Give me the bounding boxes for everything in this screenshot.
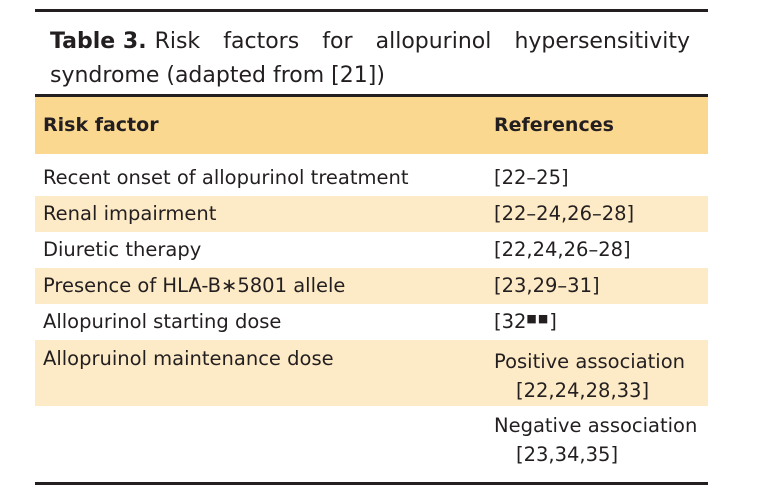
association-refs: [22,24,28,33]	[516, 379, 650, 402]
risk-factor-cell: Presence of HLA-B∗5801 allele	[43, 274, 346, 297]
references-cell: [32■■]	[494, 310, 557, 333]
table-label: Table 3.	[50, 29, 147, 54]
table-caption: Table 3. Risk factors for allopurinol hy…	[50, 25, 690, 93]
table-row: Recent onset of allopurinol treatment [2…	[35, 160, 708, 196]
caption-text-1: Risk factors for allopurinol hypersensit…	[154, 29, 690, 54]
table-header-row: Risk factor References	[35, 97, 708, 154]
table-row: Allopruinol maintenance dose Positive as…	[35, 340, 708, 406]
table-bottom-rule	[35, 482, 708, 485]
references-cell: Negative association [23,34,35]	[494, 411, 697, 469]
table-row: Renal impairment [22–24,26–28]	[35, 196, 708, 232]
references-cell: Positive association [22,24,28,33]	[494, 347, 685, 405]
table-top-rule	[35, 9, 708, 12]
table-row: Allopurinol starting dose [32■■]	[35, 304, 708, 340]
table-row: Diuretic therapy [22,24,26–28]	[35, 232, 708, 268]
table-row: Presence of HLA-B∗5801 allele [23,29–31]	[35, 268, 708, 304]
redacted-marks-icon: ■■	[526, 312, 550, 325]
references-close: ]	[549, 310, 557, 333]
table-row: Negative association [23,34,35]	[35, 406, 708, 476]
references-text: [32	[494, 310, 527, 333]
association-label: Positive association	[494, 350, 686, 373]
risk-factor-cell: Diuretic therapy	[43, 238, 202, 261]
caption-line-1: Table 3. Risk factors for allopurinol hy…	[50, 25, 690, 59]
references-cell: [23,29–31]	[494, 274, 600, 297]
references-cell: [22,24,26–28]	[494, 238, 631, 261]
risk-factor-cell: Renal impairment	[43, 202, 217, 225]
risk-factor-cell: Allopruinol maintenance dose	[43, 347, 334, 370]
risk-factor-cell: Allopurinol starting dose	[43, 310, 282, 333]
header-references: References	[494, 114, 614, 136]
caption-line-2: syndrome (adapted from [21])	[50, 63, 385, 88]
header-top-rule	[35, 94, 708, 97]
association-refs: [23,34,35]	[516, 443, 619, 466]
risk-factor-cell: Recent onset of allopurinol treatment	[43, 166, 409, 189]
header-risk-factor: Risk factor	[43, 114, 159, 136]
association-label: Negative association	[494, 414, 698, 437]
references-cell: [22–25]	[494, 166, 569, 189]
references-cell: [22–24,26–28]	[494, 202, 635, 225]
